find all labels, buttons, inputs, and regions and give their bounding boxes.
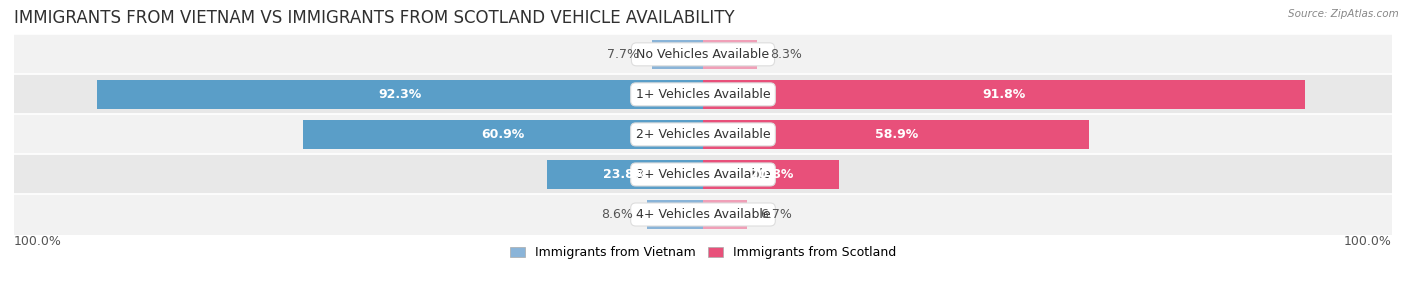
Bar xyxy=(703,120,1090,149)
Bar xyxy=(647,200,703,229)
Text: 92.3%: 92.3% xyxy=(378,88,422,101)
Text: 1+ Vehicles Available: 1+ Vehicles Available xyxy=(636,88,770,101)
Bar xyxy=(547,160,703,189)
Text: 4+ Vehicles Available: 4+ Vehicles Available xyxy=(636,208,770,221)
Legend: Immigrants from Vietnam, Immigrants from Scotland: Immigrants from Vietnam, Immigrants from… xyxy=(505,241,901,264)
Bar xyxy=(703,80,1305,109)
Bar xyxy=(14,114,1392,154)
Text: 8.3%: 8.3% xyxy=(770,48,803,61)
Text: 20.8%: 20.8% xyxy=(749,168,793,181)
Text: IMMIGRANTS FROM VIETNAM VS IMMIGRANTS FROM SCOTLAND VEHICLE AVAILABILITY: IMMIGRANTS FROM VIETNAM VS IMMIGRANTS FR… xyxy=(14,9,735,27)
Bar xyxy=(703,200,747,229)
Bar xyxy=(703,160,839,189)
Bar xyxy=(14,154,1392,194)
Text: Source: ZipAtlas.com: Source: ZipAtlas.com xyxy=(1288,9,1399,19)
Text: 7.7%: 7.7% xyxy=(607,48,640,61)
Bar xyxy=(97,80,703,109)
Text: 23.8%: 23.8% xyxy=(603,168,647,181)
Bar xyxy=(304,120,703,149)
Text: 100.0%: 100.0% xyxy=(14,235,62,247)
Bar xyxy=(14,34,1392,74)
Bar xyxy=(14,194,1392,235)
Text: 6.7%: 6.7% xyxy=(761,208,792,221)
Text: 60.9%: 60.9% xyxy=(482,128,524,141)
Text: 91.8%: 91.8% xyxy=(983,88,1026,101)
Text: 58.9%: 58.9% xyxy=(875,128,918,141)
Bar xyxy=(703,40,758,69)
Text: 8.6%: 8.6% xyxy=(602,208,634,221)
Bar xyxy=(652,40,703,69)
Text: 100.0%: 100.0% xyxy=(1344,235,1392,247)
Text: No Vehicles Available: No Vehicles Available xyxy=(637,48,769,61)
Bar xyxy=(14,74,1392,114)
Text: 2+ Vehicles Available: 2+ Vehicles Available xyxy=(636,128,770,141)
Text: 3+ Vehicles Available: 3+ Vehicles Available xyxy=(636,168,770,181)
